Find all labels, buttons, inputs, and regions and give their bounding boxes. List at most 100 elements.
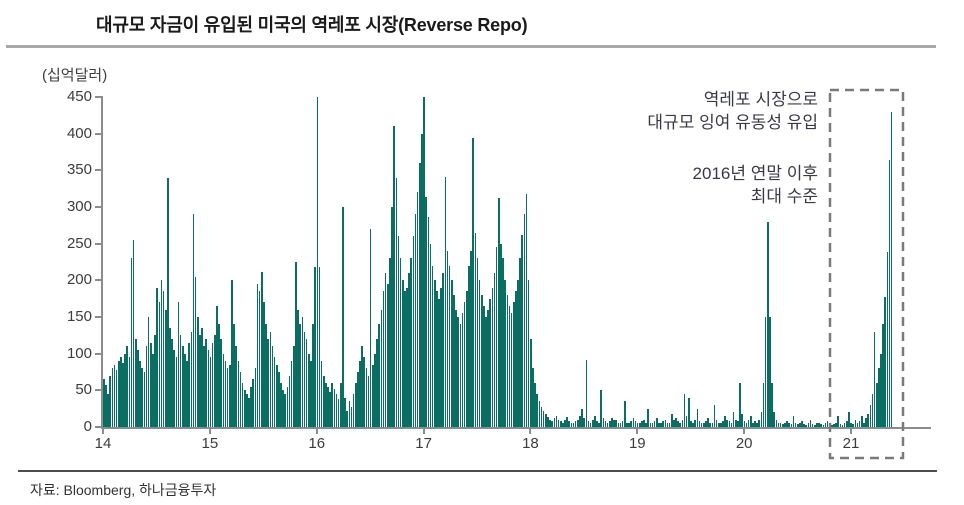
annotation-level: 2016년 연말 이후 최대 수준 (488, 162, 818, 208)
bar (822, 424, 825, 427)
bar (196, 317, 199, 427)
bar (843, 423, 846, 427)
bar (145, 346, 148, 427)
x-tick (208, 429, 211, 434)
annotation-inflow-line1: 역레포 시장으로 (703, 90, 818, 109)
bar (647, 408, 650, 427)
bar (314, 267, 316, 427)
bar (523, 214, 526, 427)
bar (762, 383, 765, 427)
bar (239, 372, 242, 427)
bar (113, 364, 116, 427)
bar (478, 280, 481, 427)
bar (557, 419, 560, 427)
bar (709, 422, 711, 427)
bar (572, 423, 575, 427)
bar (179, 335, 182, 427)
bar (773, 412, 776, 427)
highlight-dashed-box (828, 88, 905, 460)
bar (848, 412, 850, 427)
bar (310, 361, 312, 427)
bar (442, 273, 445, 427)
bar (301, 317, 304, 427)
y-tick-label: 450 (66, 88, 92, 105)
bar (141, 368, 144, 427)
bar (105, 384, 107, 427)
bar (606, 423, 609, 427)
bar (688, 397, 690, 427)
bar (653, 421, 656, 427)
bar (517, 280, 519, 427)
bar (284, 394, 287, 427)
bar (190, 331, 193, 427)
bar (673, 419, 675, 427)
y-tick-label: 350 (66, 161, 92, 179)
bar (446, 251, 449, 427)
bar (739, 383, 741, 427)
bar (472, 138, 474, 427)
bar (423, 97, 425, 427)
bar (331, 383, 334, 427)
bar (630, 421, 632, 427)
bar (342, 207, 344, 427)
bar (271, 346, 274, 427)
bar (600, 390, 603, 427)
bar (487, 309, 489, 427)
bar (463, 302, 466, 427)
bar (325, 383, 327, 427)
bar (728, 421, 731, 427)
bar (801, 421, 803, 427)
bar (781, 424, 784, 427)
bar (702, 423, 705, 427)
bar (717, 422, 720, 427)
bar (771, 383, 773, 427)
bar (438, 298, 440, 427)
bar (273, 357, 276, 427)
chart-title: 대규모 자금이 유입된 미국의 역레포 시장(Reverse Repo) (96, 15, 528, 35)
dashed-rectangle (828, 88, 905, 460)
y-tick-label: 150 (66, 308, 92, 325)
bar (636, 422, 639, 427)
bar (752, 423, 754, 427)
bar (536, 394, 539, 427)
bar (645, 422, 647, 427)
x-tick (315, 429, 318, 434)
bar (878, 368, 880, 427)
y-tick-label: 0 (83, 418, 92, 435)
bar (737, 421, 739, 427)
bar (735, 419, 737, 427)
bar (192, 214, 195, 427)
bar (519, 258, 521, 427)
bar (207, 350, 210, 427)
bar (280, 383, 282, 427)
bar (361, 346, 363, 427)
bar (397, 236, 400, 427)
bar (485, 317, 487, 427)
bar (837, 416, 840, 427)
bar (790, 424, 793, 427)
bar (384, 273, 387, 427)
bar (406, 287, 408, 427)
bar (222, 353, 225, 427)
bar (147, 317, 150, 427)
bar (602, 418, 605, 427)
bar (333, 388, 336, 427)
bar (122, 362, 124, 427)
bar (713, 405, 716, 427)
bar (758, 419, 761, 427)
bar (850, 422, 852, 427)
bar (433, 280, 436, 427)
bar (228, 364, 231, 427)
bar (275, 364, 278, 427)
bar (882, 324, 884, 427)
bar (826, 421, 829, 427)
bar (425, 196, 427, 427)
bar (218, 324, 220, 427)
bar (126, 346, 129, 427)
bar (468, 265, 470, 427)
bar (839, 424, 842, 427)
y-tick-label: 300 (66, 198, 92, 215)
bar (685, 416, 688, 427)
bar (440, 287, 442, 427)
bar (510, 313, 513, 427)
